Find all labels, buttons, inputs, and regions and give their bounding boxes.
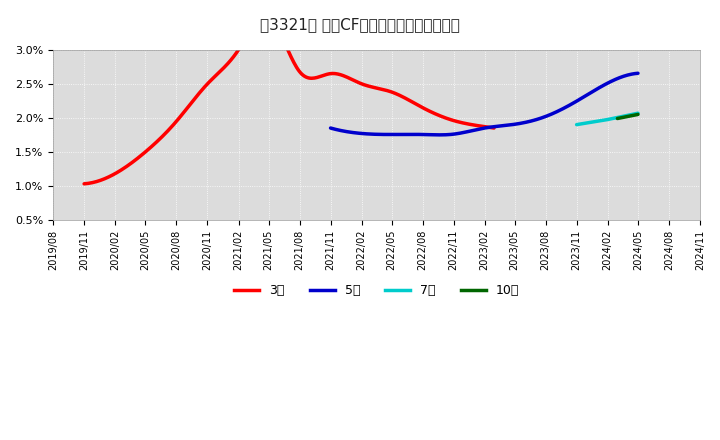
Legend: 3年, 5年, 7年, 10年: 3年, 5年, 7年, 10年	[229, 279, 524, 302]
Text: ［3321］ 営業CFマージンの平均値の推移: ［3321］ 営業CFマージンの平均値の推移	[260, 18, 460, 33]
